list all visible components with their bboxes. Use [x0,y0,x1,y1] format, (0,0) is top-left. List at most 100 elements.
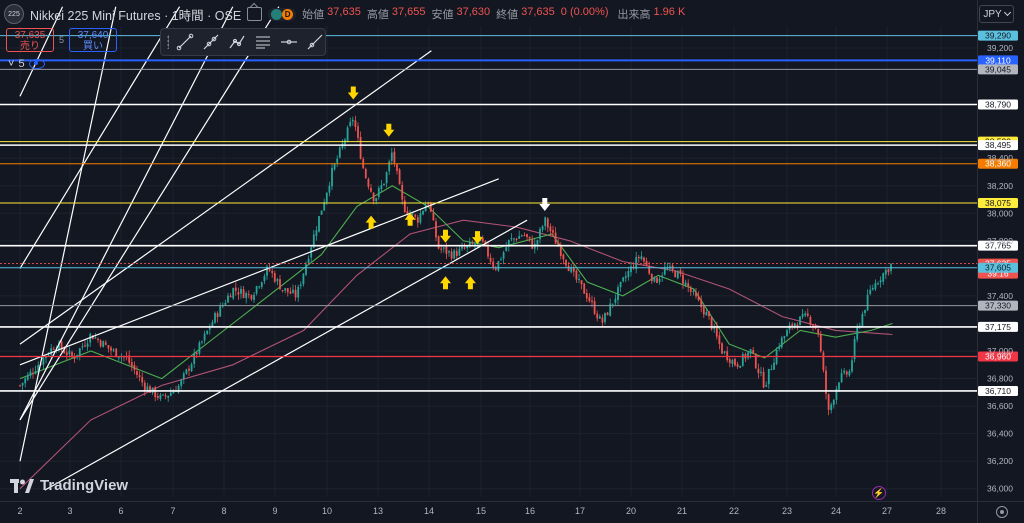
candle-body [325,192,328,203]
arrow-down-icon [472,231,483,245]
candle-body [227,295,229,303]
trendline [19,6,234,421]
candle-body [320,210,323,215]
price-level-label: 39,045 [985,64,1011,74]
price-level-label: 37,765 [985,241,1011,251]
drag-handle-icon[interactable] [167,35,169,49]
arrow-up-icon [404,212,416,226]
candle-body [63,350,66,354]
candle-body [741,353,744,366]
candle-body [734,358,736,366]
candle-body [770,368,773,370]
candle-body [570,267,573,273]
candle-body [216,313,219,317]
tradingview-logo-icon [10,478,34,493]
candle-body [531,239,534,249]
gear-icon[interactable] [996,506,1008,518]
candle-body [432,212,435,221]
market-status[interactable]: D [268,7,297,21]
candle-body [700,299,703,308]
candle-body [375,198,378,202]
x-tick-label: 24 [831,506,841,516]
candle-body [731,360,734,365]
candle-body [58,342,60,350]
candle-body [526,234,528,238]
x-tick-label: 27 [882,506,892,516]
candle-body [840,373,843,383]
candle-body [765,385,768,387]
candle-body [591,300,593,302]
trade-panel: 37,635 売り 5 37,640 買い [6,28,118,52]
buy-button[interactable]: 37,640 買い [69,28,118,52]
candle-body [190,364,193,372]
candle-body [877,283,879,285]
candle-body [879,280,882,283]
candle-body [177,385,180,393]
candle-body [333,163,336,170]
y-tick-label: 36,800 [987,374,1013,384]
candle-body [50,348,53,355]
symbol-title[interactable]: Nikkei 225 Mini Futures · 1時間 · OSE [30,8,242,23]
extended-line-tool-icon[interactable] [305,32,325,52]
candle-body [692,290,695,292]
x-tick-label: 21 [677,506,687,516]
candle-body [414,214,417,217]
open-symbol-icon[interactable] [247,7,263,21]
candle-body [128,355,131,363]
trendline-tool-icon[interactable] [175,32,195,52]
candle-body [507,239,510,247]
fib-tool-icon[interactable] [253,32,273,52]
candle-body [554,232,557,244]
candle-body [835,388,838,400]
candle-body [539,229,541,240]
candle-body [500,259,502,261]
candle-body [351,119,354,122]
candle-body [455,250,458,257]
candle-body [466,245,469,249]
candle-body [640,256,643,260]
ohlc-values: 始値 37,635 高値 37,655 安値 37,630 終値 37,635 0 (0… [302,6,685,22]
path-tool-icon[interactable] [227,32,247,52]
price-axis: 39,200 38,400 38,200 38,000 37,800 37,400 37,0… [987,43,1013,494]
candle-body [871,287,874,290]
price-level-label: 39,290 [985,31,1011,41]
candle-body [146,386,149,392]
candle-body [736,364,739,367]
candle-body [323,202,326,211]
x-tick-label: 10 [322,506,332,516]
candle-body [637,256,640,259]
ray-tool-icon[interactable] [201,32,221,52]
candle-body [253,294,255,300]
candle-body [169,392,172,396]
lightning-icon[interactable]: ⚡ [872,486,886,500]
eye-icon[interactable] [28,59,45,69]
candle-body [684,282,687,286]
candle-body [398,169,401,185]
candle-body [593,301,596,314]
candle-body [572,268,575,272]
candle-body [804,313,807,316]
y-tick-label: 37,800 [987,236,1013,246]
sell-button[interactable]: 37,635 売り [6,28,54,52]
currency-selector[interactable]: JPY [979,5,1014,23]
x-tick-label: 20 [626,506,636,516]
tradingview-logo[interactable]: TradingView [10,477,128,494]
open-value: 37,635 [327,6,361,18]
drawing-toolbar [160,28,326,56]
indicators-toggle[interactable]: ˅ 5 [8,58,45,70]
candle-body [536,240,539,246]
x-tick-label: 28 [936,506,946,516]
candle-body [861,314,864,327]
arrow-down-icon [347,86,359,100]
candle-body [440,248,443,250]
horizontal-line-tool-icon[interactable] [279,32,299,52]
candle-body [786,330,788,337]
price-level-label: 37,175 [985,322,1011,332]
candle-body [723,351,726,353]
candle-body [281,289,284,291]
price-level-badge [978,99,1018,110]
price-level-badge [978,351,1018,362]
candle-body [601,317,604,323]
trendline [19,6,181,269]
